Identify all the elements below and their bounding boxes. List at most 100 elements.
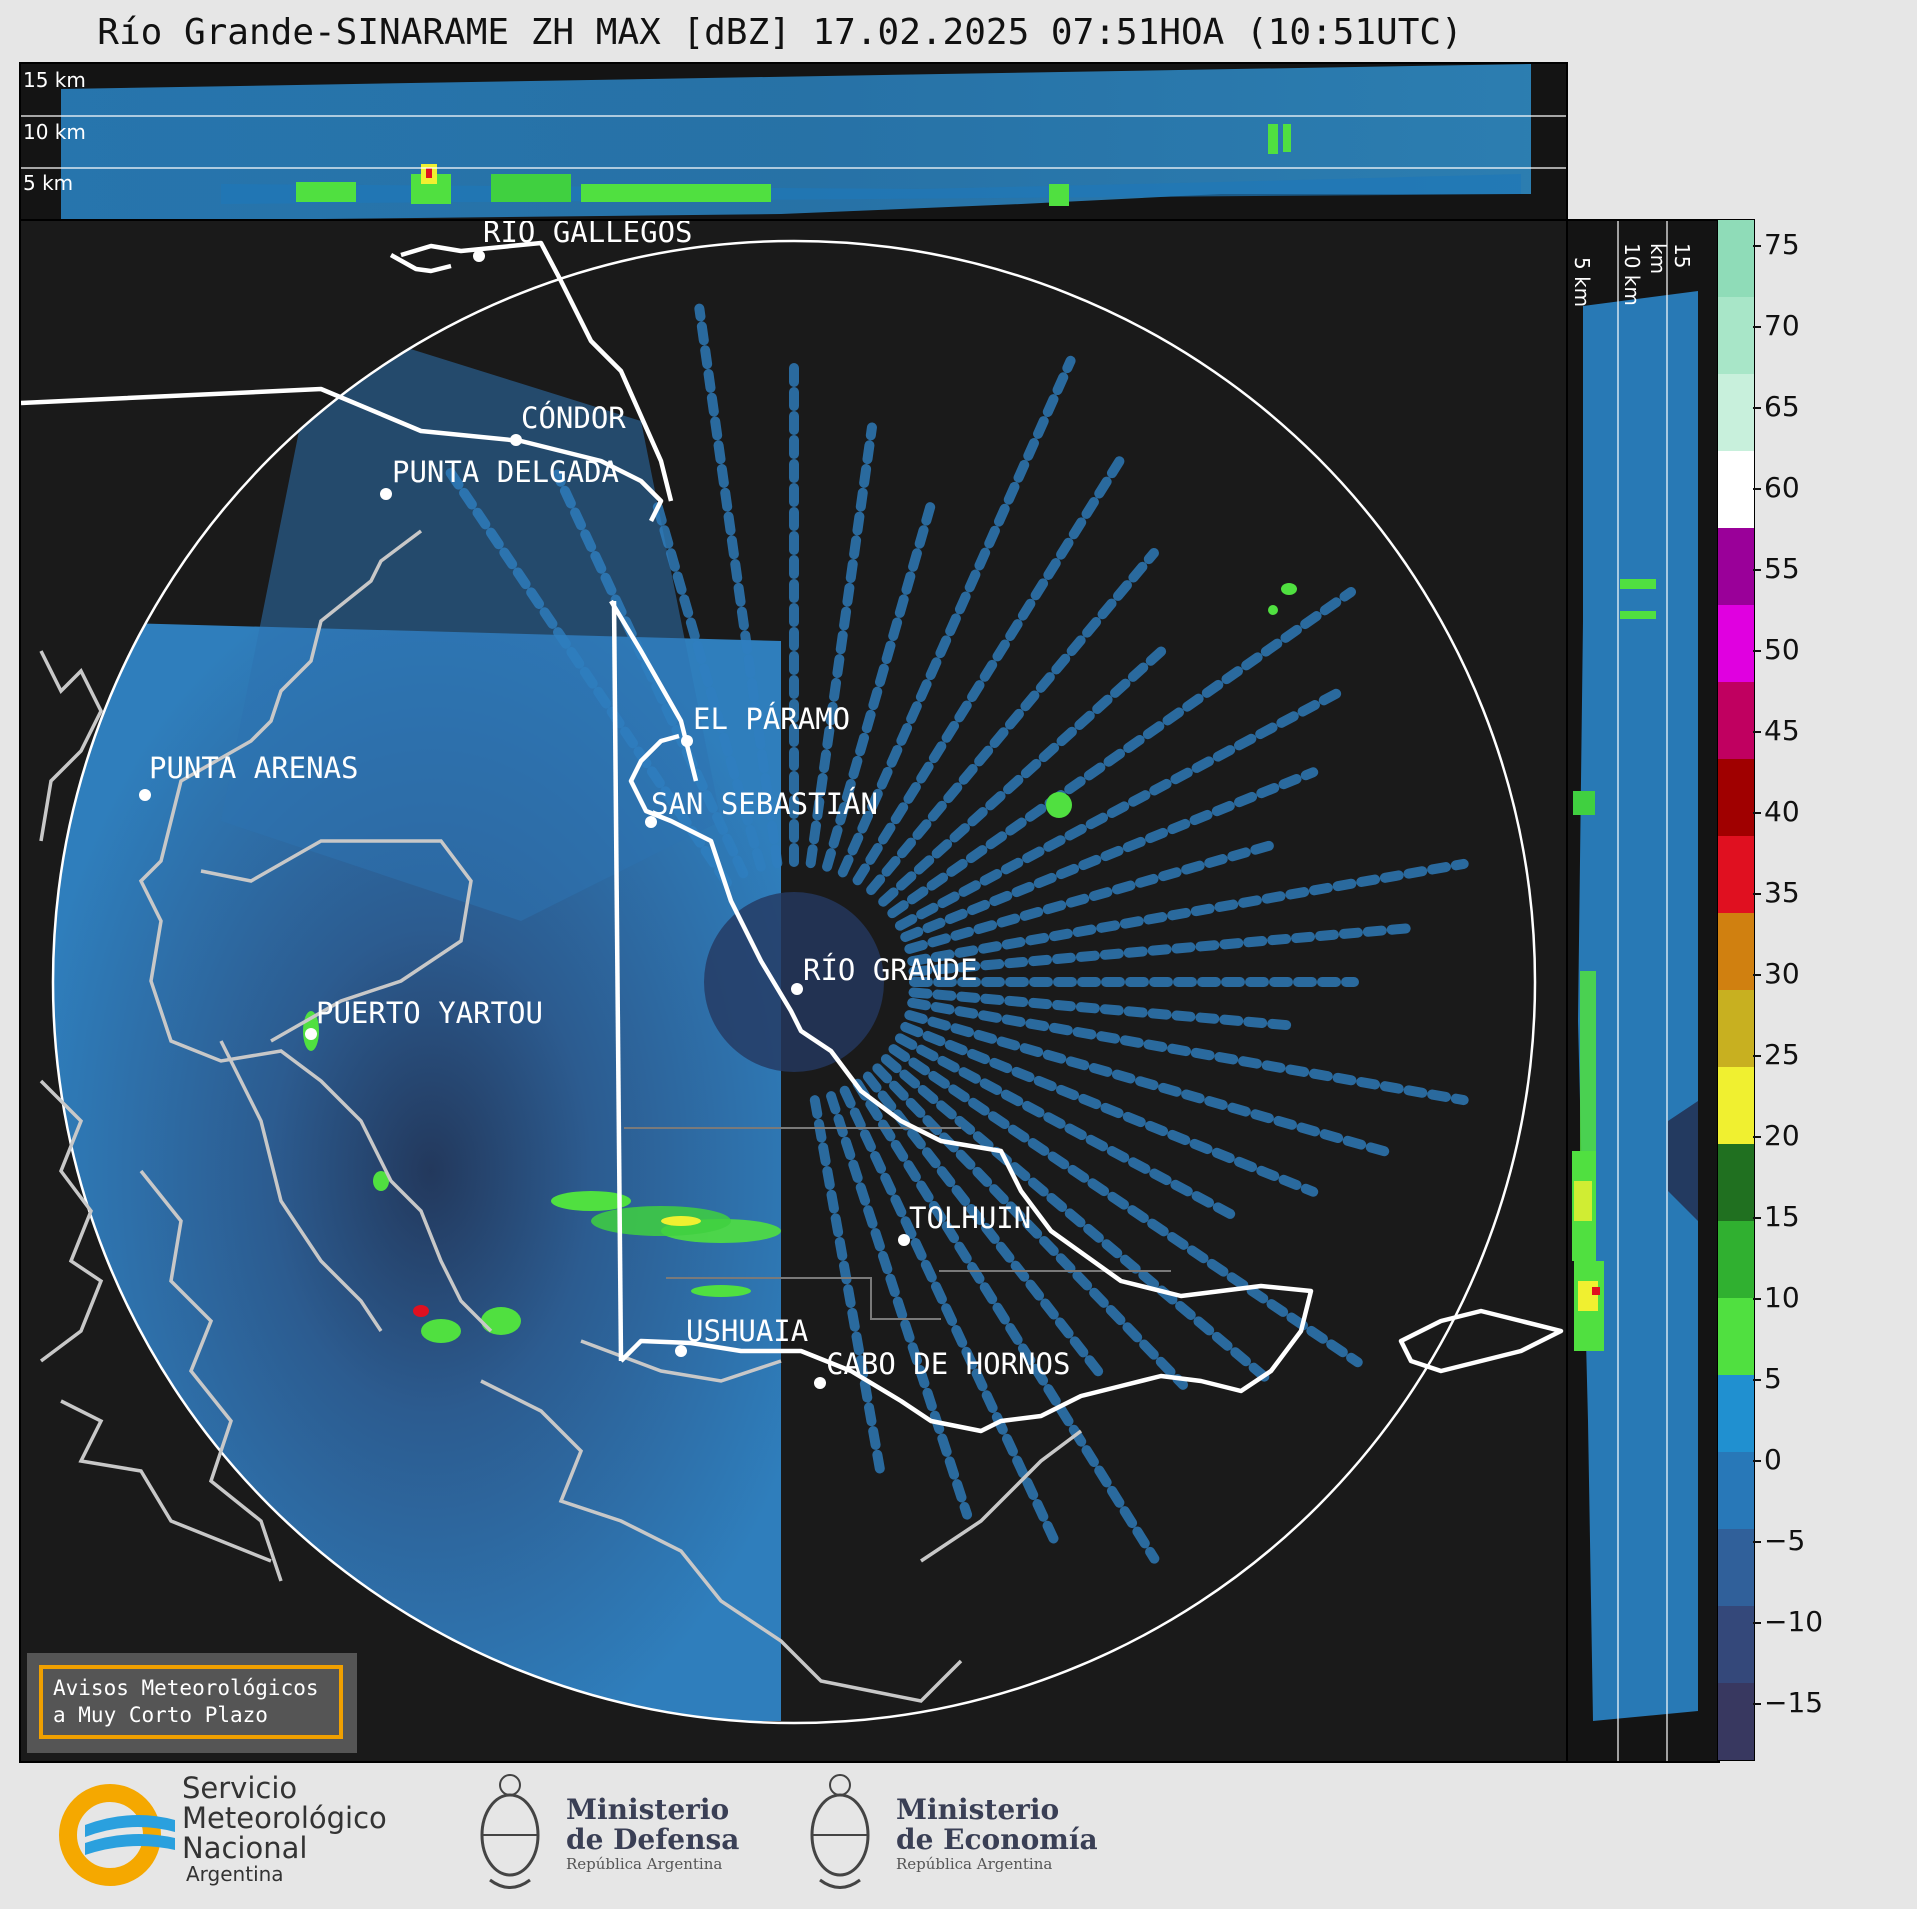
defensa-line-2: de Defensa xyxy=(566,1823,740,1856)
defensa-line-1: Ministerio xyxy=(566,1793,730,1826)
colorbar-tick-mark xyxy=(1753,488,1761,490)
colorbar-tick-mark xyxy=(1753,812,1761,814)
radar-ray xyxy=(866,548,1159,896)
colorbar-tick-label: 20 xyxy=(1764,1119,1800,1152)
side-height-label-5: 5 km xyxy=(1570,257,1594,308)
colorbar-segment xyxy=(1718,836,1754,914)
radar-ray xyxy=(809,1095,886,1480)
radar-ray xyxy=(907,858,1469,967)
economia-line-3: República Argentina xyxy=(896,1855,1053,1873)
colorbar-tick-label: 35 xyxy=(1764,876,1800,909)
radar-ray xyxy=(805,422,877,869)
colorbar-tick-mark xyxy=(1753,1622,1761,1624)
radar-ray xyxy=(888,1044,1363,1368)
colorbar-tick-mark xyxy=(1753,407,1761,409)
height-label-10: 10 km xyxy=(23,120,86,144)
smn-line-4: Argentina xyxy=(186,1862,284,1886)
side-height-label-15: 15 km xyxy=(1646,243,1694,275)
colorbar-tick-label: 10 xyxy=(1764,1281,1800,1314)
radar-ray xyxy=(822,496,937,872)
city-label-rio-gallegos: RÍO GALLEGOS xyxy=(483,219,693,249)
colorbar-tick-label: 55 xyxy=(1764,552,1800,585)
page-title: Río Grande-SINARAME ZH MAX [dBZ] 17.02.2… xyxy=(97,12,1463,53)
city-label-el-paramo: EL PÁRAMO xyxy=(693,702,851,736)
colorbar-segment xyxy=(1718,297,1754,375)
colorbar-tick-mark xyxy=(1753,1703,1761,1705)
colorbar-tick-mark xyxy=(1753,1217,1761,1219)
radar-ray xyxy=(900,1021,1319,1197)
colorbar-tick-mark xyxy=(1753,1136,1761,1138)
colorbar-tick-mark xyxy=(1753,1460,1761,1462)
colorbar-tick-label: 25 xyxy=(1764,1038,1800,1071)
colorbar-segment xyxy=(1718,1375,1754,1453)
economia-text: Ministerio de Economía República Argenti… xyxy=(896,1793,1098,1874)
colorbar-segment xyxy=(1718,374,1754,452)
colorbar-segment xyxy=(1718,451,1754,529)
radar-ray xyxy=(552,469,749,879)
city-label-puerto-yartou: PUERTO YARTOU xyxy=(316,996,543,1030)
radar-ray xyxy=(894,1033,1241,1222)
smn-line-3: Nacional xyxy=(182,1831,308,1865)
smn-logo xyxy=(50,1780,180,1894)
colorbar-tick-label: −5 xyxy=(1764,1524,1806,1557)
radar-ray xyxy=(862,1071,1107,1382)
colorbar-segment xyxy=(1718,990,1754,1068)
notice-button[interactable]: Avisos Meteorológicos a Muy Corto Plazo xyxy=(39,1665,343,1739)
height-label-5: 5 km xyxy=(23,171,74,195)
city-label-condor: CÓNDOR xyxy=(521,401,626,435)
smn-text: Servicio Meteorológico Nacional Argentin… xyxy=(182,1773,387,1885)
city-label-punta-arenas: PUNTA ARENAS xyxy=(149,751,359,785)
city-label-san-sebastian: SAN SEBASTIÁN xyxy=(651,787,878,821)
colorbar-tick-label: 30 xyxy=(1764,957,1800,990)
city-label-punta-delgada: PUNTA DELGADA xyxy=(392,455,619,489)
colorbar-tick-label: 65 xyxy=(1764,390,1800,423)
colorbar-tick-mark xyxy=(1753,1298,1761,1300)
colorbar-segment xyxy=(1718,913,1754,991)
economia-line-1: Ministerio xyxy=(896,1793,1060,1826)
radar-ray xyxy=(907,997,1469,1106)
colorbar-segment xyxy=(1718,1452,1754,1530)
defensa-line-3: República Argentina xyxy=(566,1855,723,1873)
colorbar-tick-label: 70 xyxy=(1764,309,1800,342)
radar-ray xyxy=(694,303,783,869)
colorbar-tick-mark xyxy=(1753,893,1761,895)
colorbar-tick-mark xyxy=(1753,326,1761,328)
colorbar-segment xyxy=(1718,1606,1754,1684)
colorbar-segment xyxy=(1718,682,1754,760)
colorbar-segment xyxy=(1718,759,1754,837)
argentina-shield-icon xyxy=(470,1760,550,1904)
smn-line-1: Servicio xyxy=(182,1771,298,1805)
notice-line-1: Avisos Meteorológicos xyxy=(53,1676,319,1700)
side-height-panel: 5 km 10 km 15 km xyxy=(1566,219,1720,1763)
colorbar-segment xyxy=(1718,220,1754,298)
radar-ray xyxy=(900,767,1319,943)
side-height-label-10: 10 km xyxy=(1620,243,1644,306)
colorbar-tick-mark xyxy=(1753,1379,1761,1381)
city-label-rio-grande: RÍO GRANDE xyxy=(803,953,978,987)
colorbar-tick-label: −10 xyxy=(1764,1605,1824,1638)
radar-map-panel: RÍO GALLEGOS CÓNDOR PUNTA DELGADA EL PÁR… xyxy=(19,219,1568,1763)
radar-ray xyxy=(442,462,732,888)
colorbar-segment xyxy=(1718,1221,1754,1299)
colorbar-tick-mark xyxy=(1753,1541,1761,1543)
colorbar-tick-label: 75 xyxy=(1764,228,1800,261)
radar-ray xyxy=(852,451,1128,886)
radar-ray xyxy=(837,355,1076,878)
radar-ray xyxy=(880,1054,1274,1386)
colorbar-tick-mark xyxy=(1753,650,1761,652)
colorbar-segment xyxy=(1718,1144,1754,1222)
city-label-cabo-de-hornos: CABO DE HORNOS xyxy=(826,1347,1071,1381)
colorbar-tick-mark xyxy=(1753,245,1761,247)
colorbar-segment xyxy=(1718,605,1754,683)
height-label-15: 15 km xyxy=(23,68,86,92)
colorbar-tick-label: 5 xyxy=(1764,1362,1782,1395)
notice-line-2: a Muy Corto Plazo xyxy=(53,1703,268,1727)
colorbar-tick-label: 15 xyxy=(1764,1200,1800,1233)
colorbar-tick-label: 45 xyxy=(1764,714,1800,747)
city-label-ushuaia: USHUAIA xyxy=(686,1314,809,1348)
radar-ray xyxy=(908,922,1417,977)
colorbar-tick-label: 0 xyxy=(1764,1443,1782,1476)
radar-ray xyxy=(894,685,1347,931)
colorbar-tick-label: 40 xyxy=(1764,795,1800,828)
radar-ray xyxy=(839,1085,1062,1549)
